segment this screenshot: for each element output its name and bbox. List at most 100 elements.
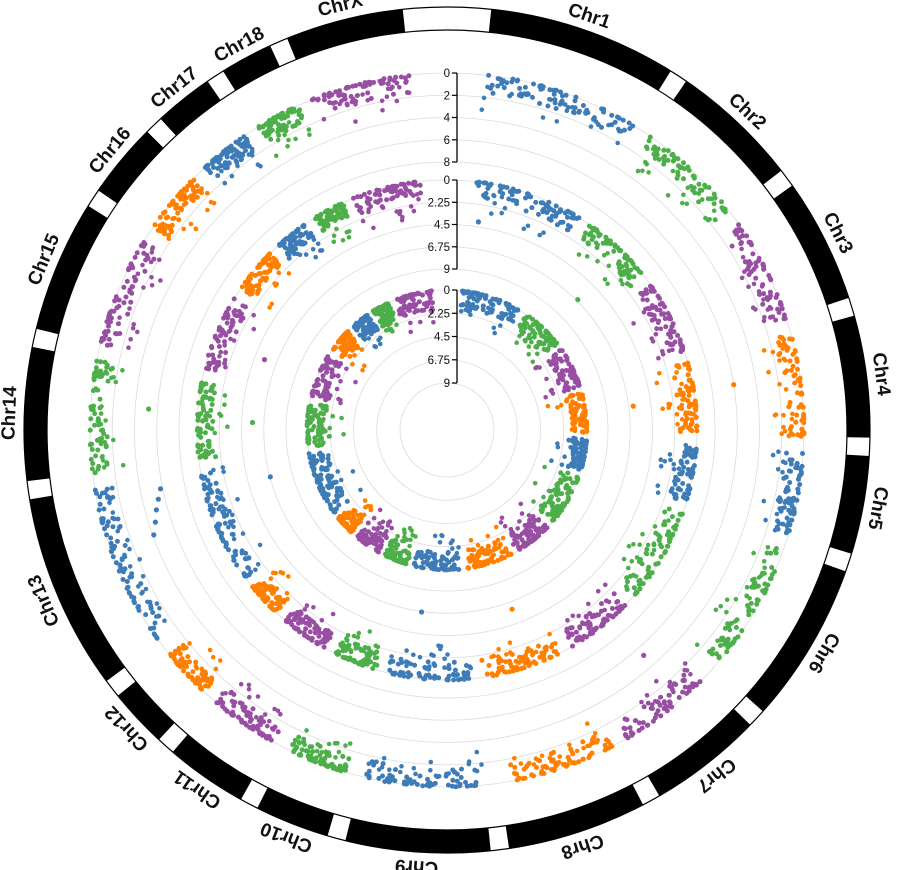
data-point	[525, 91, 530, 96]
data-point	[367, 629, 373, 634]
point-band	[672, 360, 700, 435]
data-point	[556, 490, 561, 496]
data-point	[351, 633, 357, 639]
data-point	[411, 765, 417, 771]
data-point	[293, 136, 298, 142]
data-point	[568, 224, 573, 229]
data-point	[320, 429, 326, 435]
data-point	[193, 226, 199, 232]
points-chr11-track-1	[214, 681, 283, 743]
data-point	[188, 221, 194, 227]
data-point	[543, 395, 548, 400]
ideogram-block-chr18	[223, 45, 280, 91]
data-point	[345, 643, 351, 649]
data-point	[530, 524, 535, 529]
data-point	[515, 535, 521, 540]
data-point	[751, 550, 756, 556]
data-point	[495, 537, 501, 543]
data-point	[394, 209, 400, 214]
data-point	[176, 645, 182, 651]
data-point	[336, 493, 342, 499]
data-point	[285, 144, 290, 149]
data-point	[187, 641, 192, 646]
data-point	[297, 740, 302, 746]
data-point	[268, 576, 274, 581]
data-point	[229, 698, 235, 704]
data-point	[316, 420, 322, 426]
data-point	[644, 551, 650, 557]
data-point	[508, 650, 513, 655]
data-point	[410, 303, 416, 309]
data-point	[353, 508, 358, 514]
data-point	[411, 208, 417, 214]
data-point	[388, 86, 394, 92]
data-point	[404, 663, 409, 669]
axis-track-1: 0 2 4 6 8	[444, 68, 458, 169]
data-point	[240, 303, 245, 309]
data-point	[605, 281, 610, 287]
data-point	[372, 651, 377, 656]
data-point	[143, 586, 149, 592]
data-point	[388, 658, 394, 664]
data-point	[627, 283, 633, 288]
data-point	[231, 518, 236, 524]
points-chr17-track-1	[202, 134, 263, 186]
data-point	[262, 712, 268, 717]
data-point	[790, 411, 795, 417]
data-point	[255, 694, 261, 699]
data-point	[346, 235, 352, 240]
data-point	[282, 132, 287, 138]
data-point	[620, 281, 625, 287]
data-point	[651, 547, 657, 553]
data-point	[634, 555, 640, 560]
data-point	[445, 551, 451, 556]
data-point	[350, 96, 356, 102]
data-point	[132, 278, 138, 284]
data-point	[400, 538, 405, 544]
points-chr2-track-1	[635, 134, 728, 223]
data-point	[547, 631, 552, 637]
data-point	[570, 399, 575, 404]
data-point	[532, 480, 538, 486]
data-point	[317, 630, 323, 636]
data-point	[588, 124, 594, 129]
data-point	[567, 742, 572, 748]
data-point	[501, 313, 507, 318]
data-point	[181, 226, 186, 232]
point-band	[644, 134, 728, 223]
data-point	[762, 565, 767, 571]
data-point	[562, 454, 567, 460]
point-band	[351, 312, 380, 341]
data-point	[207, 450, 212, 455]
outlier-point	[157, 486, 164, 492]
data-point	[495, 654, 501, 659]
data-point	[331, 239, 337, 245]
data-point	[319, 618, 325, 623]
data-point	[538, 507, 544, 513]
data-point	[383, 321, 388, 327]
points-chr10-track-2	[333, 629, 381, 671]
data-point	[395, 533, 400, 539]
data-point	[361, 512, 367, 518]
data-point	[652, 316, 658, 322]
data-point	[445, 652, 450, 657]
data-point	[213, 666, 219, 672]
data-point	[688, 183, 694, 189]
data-point	[696, 191, 702, 196]
data-point	[323, 467, 328, 473]
data-point	[246, 555, 252, 560]
data-point	[229, 532, 235, 537]
data-point	[474, 749, 480, 755]
data-point	[777, 382, 782, 387]
ideogram-block-chr12	[117, 681, 175, 740]
data-point	[215, 489, 220, 495]
data-point	[374, 527, 380, 533]
data-point	[240, 151, 246, 157]
data-point	[537, 232, 542, 238]
data-point	[350, 512, 356, 517]
data-point	[374, 655, 380, 661]
ideogram-block-chr1	[488, 9, 671, 91]
data-point	[751, 281, 757, 287]
axis-track-2: 0 2.25 4.5 6.75 9	[428, 175, 458, 276]
data-point	[504, 652, 509, 657]
